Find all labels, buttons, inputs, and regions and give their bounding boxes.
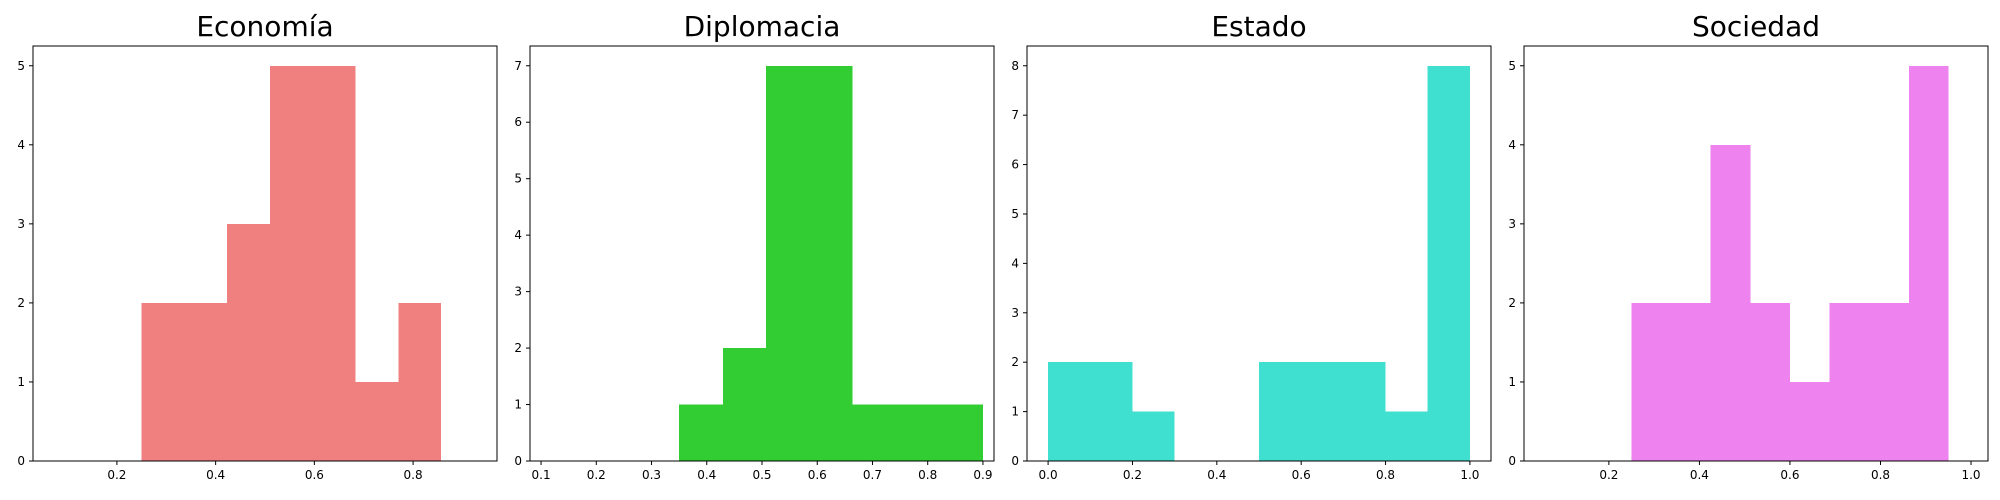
histogram-bar <box>939 404 983 461</box>
y-tick-label: 3 <box>1011 306 1019 320</box>
chart-panel-3: Estado 0.0 0.2 0.4 0.6 0.8 1.0 0 1 2 3 4 5 6 7 8 <box>1011 10 1492 482</box>
y-tick-label: 1 <box>514 398 522 412</box>
x-tick-label: 0.8 <box>1376 468 1395 482</box>
y-tick-label: 1 <box>1508 375 1516 389</box>
y-tick-label: 7 <box>1011 108 1019 122</box>
chart-title: Estado <box>1211 10 1306 43</box>
y-tick-label: 5 <box>514 172 522 186</box>
histogram-bar <box>1671 302 1711 461</box>
y-tick-label: 5 <box>1508 59 1516 73</box>
x-tick-label: 0.8 <box>404 468 423 482</box>
chart-title: Sociedad <box>1692 10 1820 43</box>
histogram-bar <box>896 404 940 461</box>
y-tick-label: 0 <box>514 454 522 468</box>
y-tick-label: 3 <box>514 285 522 299</box>
y-tick-label: 2 <box>17 296 25 310</box>
histogram-bar <box>765 65 810 461</box>
histogram-bar <box>1427 65 1470 461</box>
histogram-bar <box>1789 381 1830 461</box>
x-tick-label: 0.4 <box>206 468 225 482</box>
histogram-bar <box>1343 362 1386 461</box>
x-tick-label: 0.2 <box>1123 468 1142 482</box>
y-tick-label: 1 <box>1011 405 1019 419</box>
y-tick-label: 7 <box>514 59 522 73</box>
x-tick-label: 0.1 <box>532 468 551 482</box>
histogram-bar <box>226 223 270 461</box>
x-tick-label: 1.0 <box>1460 468 1479 482</box>
plot-frame <box>32 45 498 462</box>
histogram-bar <box>398 302 442 461</box>
x-tick-label: 0.8 <box>918 468 937 482</box>
y-tick-label: 2 <box>514 341 522 355</box>
histogram-bar <box>1090 362 1133 461</box>
y-tick-label: 0 <box>1508 454 1516 468</box>
chart-panel-2: Diplomacia 0.1 0.2 0.3 0.4 0.5 0.6 0.7 0.8 0.9 0 1 2… <box>514 10 995 482</box>
chart-panel-4: Sociedad 0.2 0.4 0.6 0.8 1.0 0 1 2 3 4 5 <box>1508 10 1989 482</box>
histogram-bar <box>809 65 853 461</box>
y-tick-label: 2 <box>1508 296 1516 310</box>
x-tick-label: 0.6 <box>808 468 827 482</box>
plot-frame <box>1026 45 1492 462</box>
y-tick-label: 6 <box>514 115 522 129</box>
y-tick-label: 3 <box>1508 217 1516 231</box>
y-tick-label: 4 <box>1508 138 1516 152</box>
histogram-bar <box>1829 302 1870 461</box>
x-tick-label: 0.2 <box>587 468 606 482</box>
x-tick-label: 0.2 <box>1599 468 1618 482</box>
chart-title: Diplomacia <box>684 10 841 43</box>
y-tick-label: 6 <box>1011 158 1019 172</box>
y-tick-label: 0 <box>17 454 25 468</box>
histogram-bar <box>852 404 897 461</box>
histogram-bar <box>1710 144 1751 462</box>
histogram-bar <box>141 302 185 461</box>
x-tick-label: 0.7 <box>863 468 882 482</box>
y-tick-label: 1 <box>17 375 25 389</box>
x-tick-label: 0.4 <box>1207 468 1226 482</box>
histogram-bar <box>679 404 723 461</box>
y-tick-label: 5 <box>17 59 25 73</box>
chart-panel-1: Economía 0.2 0.4 0.6 0.8 0 1 2 3 4 5 <box>17 10 498 482</box>
y-tick-label: 5 <box>1011 207 1019 221</box>
histogram-bar <box>1132 411 1175 461</box>
histogram-bar <box>355 381 399 461</box>
histogram-bar <box>1869 302 1909 461</box>
x-tick-label: 0.6 <box>1780 468 1799 482</box>
y-tick-label: 3 <box>17 217 25 231</box>
x-tick-label: 1.0 <box>1961 468 1980 482</box>
y-tick-label: 4 <box>1011 256 1019 270</box>
histogram-bar <box>1631 302 1672 461</box>
histogram-bar <box>312 65 356 461</box>
x-tick-label: 0.9 <box>973 468 992 482</box>
chart-title: Economía <box>196 10 333 43</box>
y-tick-label: 8 <box>1011 59 1019 73</box>
x-tick-label: 0.6 <box>305 468 324 482</box>
plot-frame <box>1523 45 1989 462</box>
x-tick-label: 0.4 <box>1690 468 1709 482</box>
histogram-bar <box>1908 65 1949 461</box>
histogram-bar <box>269 65 313 461</box>
histogram-bar <box>1048 362 1091 461</box>
y-tick-label: 4 <box>17 138 25 152</box>
histogram-bar <box>722 348 766 461</box>
x-tick-label: 0.3 <box>642 468 661 482</box>
x-tick-label: 0.2 <box>107 468 126 482</box>
x-tick-label: 0.4 <box>697 468 716 482</box>
x-tick-label: 0.5 <box>752 468 771 482</box>
x-tick-label: 0.6 <box>1292 468 1311 482</box>
histogram-bar <box>1259 362 1302 461</box>
histogram-bar <box>1385 411 1428 461</box>
y-tick-label: 4 <box>514 228 522 242</box>
histogram-bar <box>1301 362 1344 461</box>
y-tick-label: 2 <box>1011 355 1019 369</box>
y-tick-label: 0 <box>1011 454 1019 468</box>
x-tick-label: 0.0 <box>1039 468 1058 482</box>
x-tick-label: 0.8 <box>1871 468 1890 482</box>
histogram-bar <box>1750 302 1790 461</box>
histogram-bar <box>184 302 227 461</box>
